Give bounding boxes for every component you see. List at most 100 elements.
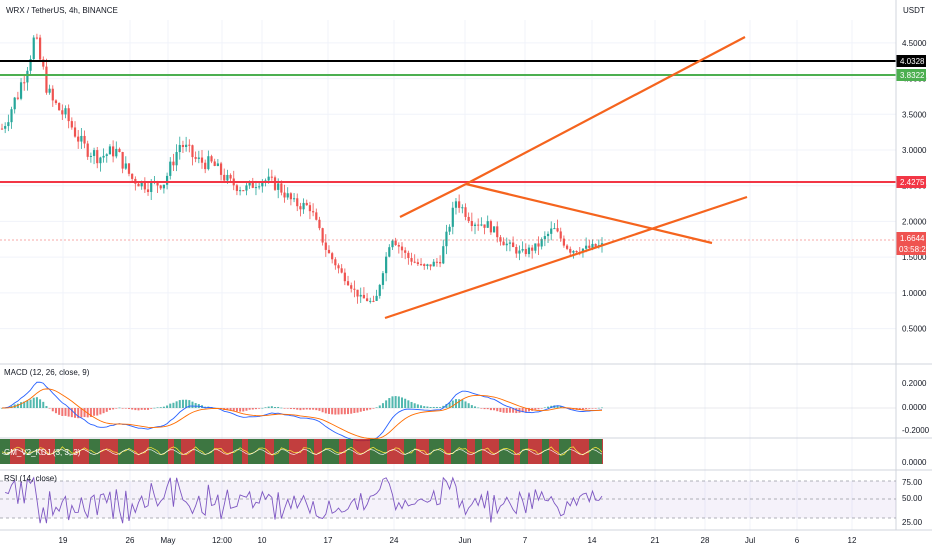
candle-body bbox=[156, 181, 159, 186]
macd-signal-line bbox=[1, 388, 603, 440]
kdj-band bbox=[274, 439, 289, 464]
candle-body bbox=[45, 66, 48, 93]
candle-body bbox=[429, 264, 432, 267]
kdj-band bbox=[118, 439, 134, 464]
macd-histogram-bar bbox=[391, 396, 394, 408]
macd-histogram-bar bbox=[420, 405, 423, 408]
macd-histogram-bar bbox=[324, 408, 327, 414]
kdj-band bbox=[100, 439, 118, 464]
candle-body bbox=[299, 206, 302, 210]
macd-histogram-bar bbox=[172, 402, 175, 408]
candle-body bbox=[280, 183, 283, 193]
candle-body bbox=[146, 189, 150, 193]
rsi-tick-75: 75.00 bbox=[902, 478, 923, 487]
candle-body bbox=[600, 243, 604, 246]
kdj-band bbox=[429, 439, 444, 464]
candle-body bbox=[518, 250, 521, 254]
candle-body bbox=[185, 144, 188, 148]
macd-histogram-bar bbox=[105, 408, 108, 412]
candle-body bbox=[96, 150, 99, 164]
macd-histogram-bar bbox=[178, 400, 181, 408]
kdj-band bbox=[314, 439, 322, 464]
candle-body bbox=[318, 219, 321, 229]
macd-histogram-bar bbox=[258, 408, 261, 409]
candle-body bbox=[42, 59, 45, 67]
trend-line-upper-extension[interactable] bbox=[465, 36, 746, 185]
macd-histogram-bar bbox=[388, 398, 391, 408]
time-axis-label: 12 bbox=[848, 536, 857, 545]
candle-body bbox=[553, 228, 556, 230]
candle-body bbox=[451, 207, 454, 227]
macd-histogram-bar bbox=[464, 401, 467, 408]
kdj-band bbox=[89, 439, 100, 464]
price-tick-label: 2.0000 bbox=[902, 217, 927, 226]
candle-body bbox=[365, 298, 369, 301]
candle-body bbox=[248, 181, 251, 186]
kdj-band bbox=[387, 439, 404, 464]
macd-histogram-bar bbox=[394, 396, 397, 408]
macd-histogram-bar bbox=[499, 408, 502, 413]
candle-body bbox=[77, 136, 80, 142]
macd-histogram-bar bbox=[474, 406, 477, 408]
macd-histogram-bar bbox=[20, 402, 23, 408]
candle-body bbox=[445, 231, 448, 247]
candle-body bbox=[223, 174, 226, 181]
macd-histogram-bar bbox=[35, 397, 38, 408]
macd-histogram-bar bbox=[242, 408, 245, 412]
trend-line-descending[interactable] bbox=[465, 182, 713, 245]
candle-body bbox=[264, 180, 267, 182]
candle-body bbox=[73, 127, 77, 137]
macd-histogram-bar bbox=[493, 408, 496, 411]
time-axis-label: 26 bbox=[126, 536, 135, 545]
candle-body bbox=[16, 97, 19, 99]
candle-body bbox=[10, 109, 13, 123]
candle-body bbox=[26, 70, 29, 83]
trend-line-ascending-support[interactable] bbox=[384, 195, 748, 320]
trend-line-upper-left[interactable] bbox=[399, 183, 467, 218]
candle-body bbox=[118, 148, 121, 153]
candle-body bbox=[543, 236, 546, 240]
macd-histogram-bar bbox=[524, 408, 527, 413]
candle-body bbox=[537, 243, 540, 247]
time-axis[interactable]: 19 26 May 12:00 10 17 24 Jun 7 14 21 28 Jul 6 12 bbox=[59, 536, 857, 545]
candle-body bbox=[572, 250, 575, 253]
macd-histogram-bar bbox=[547, 406, 550, 408]
candle-body bbox=[496, 226, 499, 238]
candle-body bbox=[51, 88, 54, 101]
candle-body bbox=[391, 240, 394, 248]
candle-body bbox=[172, 161, 175, 166]
macd-histogram-bar bbox=[534, 408, 537, 410]
candle-body bbox=[489, 221, 492, 233]
kdj-band bbox=[559, 439, 571, 464]
macd-histogram-bar bbox=[556, 405, 559, 408]
kdj-band bbox=[25, 439, 39, 464]
macd-histogram-bar bbox=[432, 406, 435, 408]
candle-body bbox=[594, 243, 597, 247]
kdj-band bbox=[195, 439, 214, 464]
candle-body bbox=[404, 250, 407, 253]
macd-histogram-bar bbox=[274, 406, 277, 408]
candle-body bbox=[58, 103, 61, 111]
macd-histogram-bar bbox=[39, 399, 42, 408]
macd-histogram-bar bbox=[410, 401, 413, 408]
macd-histogram-bar bbox=[58, 408, 61, 415]
macd-histogram-bar bbox=[93, 408, 96, 416]
macd-histogram-bar bbox=[194, 403, 197, 408]
time-axis-label: May bbox=[160, 536, 175, 545]
candle-body bbox=[512, 242, 515, 248]
macd-histogram-bar bbox=[277, 406, 280, 408]
macd-histogram-bar bbox=[515, 408, 518, 414]
candle-body bbox=[432, 261, 435, 267]
candle-body bbox=[499, 237, 502, 242]
red-level-value: 2.4275 bbox=[900, 178, 925, 187]
candle-body bbox=[419, 264, 423, 266]
macd-histogram-bar bbox=[185, 399, 188, 408]
kdj-band bbox=[242, 439, 248, 464]
candle-body bbox=[92, 150, 96, 156]
macd-histogram-bar bbox=[181, 399, 184, 408]
kdj-band bbox=[39, 439, 55, 464]
macd-histogram-bar bbox=[483, 408, 486, 410]
candle-body bbox=[492, 226, 496, 233]
trend-drawings[interactable] bbox=[384, 36, 748, 320]
